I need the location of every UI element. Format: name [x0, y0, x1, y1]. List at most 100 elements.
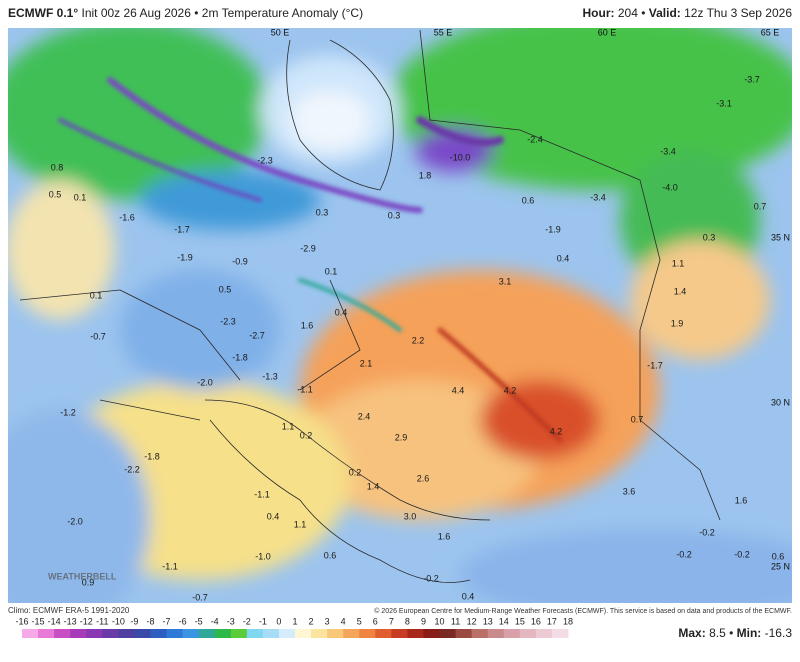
- colorbar-tick: -1: [259, 616, 267, 626]
- anomaly-value: 0.3: [388, 210, 401, 220]
- valid-label: Valid:: [649, 6, 681, 20]
- grid-label: 50 E: [271, 27, 290, 37]
- anomaly-value: 0.2: [300, 430, 313, 440]
- min-label: Min:: [737, 626, 762, 640]
- max-min: Max: 8.5 • Min: -16.3: [678, 626, 792, 640]
- anomaly-value: -10.0: [450, 152, 471, 162]
- colorbar-tick: -4: [211, 616, 219, 626]
- anomaly-value: -0.2: [676, 549, 692, 559]
- colorbar-tick: 4: [341, 616, 346, 626]
- colorbar-tick: -11: [96, 616, 108, 626]
- colorbar-cell: [535, 629, 553, 638]
- separator: •: [729, 626, 733, 640]
- anomaly-value: 0.9: [82, 577, 95, 587]
- anomaly-value: 0.7: [631, 414, 644, 424]
- anomaly-value: -1.6: [119, 212, 135, 222]
- colorbar-tick: 8: [405, 616, 410, 626]
- colorbar-tick: 18: [563, 616, 573, 626]
- colorbar-tick: 13: [483, 616, 493, 626]
- colorbar-tick: -2: [243, 616, 251, 626]
- hour-label: Hour:: [583, 6, 615, 20]
- colorbar-cell: [295, 629, 312, 638]
- anomaly-value: -2.3: [220, 316, 236, 326]
- colorbar-cell: [214, 629, 232, 638]
- colorbar-tick: 1: [292, 616, 297, 626]
- colorbar-cell: [198, 629, 216, 638]
- anomaly-value: 0.6: [324, 550, 337, 560]
- colorbar-cell: [551, 629, 569, 638]
- anomaly-value: 0.3: [316, 207, 329, 217]
- hour: 204: [618, 6, 638, 20]
- colorbar-cell: [150, 629, 168, 638]
- anomaly-value: 0.5: [219, 284, 232, 294]
- climo: Climo: ECMWF ERA-5 1991-2020: [8, 606, 130, 615]
- colorbar-tick: -13: [64, 616, 77, 626]
- colorbar-cell: [262, 629, 280, 638]
- anomaly-value: 0.8: [51, 162, 64, 172]
- colorbar-cell: [407, 629, 424, 638]
- anomaly-value: 1.6: [301, 320, 314, 330]
- colorbar-cell: [246, 629, 264, 638]
- anomaly-value: -1.0: [255, 551, 271, 561]
- anomaly-value: -0.7: [192, 592, 208, 602]
- anomaly-value: 0.1: [74, 192, 87, 202]
- colorbar-cell: [391, 629, 408, 638]
- min: -16.3: [765, 626, 793, 640]
- colorbar-tick: -9: [130, 616, 138, 626]
- anomaly-value: -0.2: [734, 549, 750, 559]
- anomaly-value: 4.2: [550, 426, 563, 436]
- logo: WEATHERBELL: [48, 571, 117, 581]
- anomaly-value: -1.7: [174, 224, 190, 234]
- colorbar-tick: 5: [357, 616, 362, 626]
- grid-label: 30 N: [771, 397, 790, 407]
- anomaly-value: 1.1: [672, 258, 685, 268]
- anomaly-value: 1.8: [419, 170, 432, 180]
- colorbar-cell: [359, 629, 376, 638]
- colorbar-tick: 3: [325, 616, 330, 626]
- anomaly-value: 1.6: [735, 495, 748, 505]
- colorbar-cell: [230, 629, 248, 638]
- colorbar-tick: 11: [451, 616, 460, 626]
- anomaly-value: -0.2: [423, 573, 439, 583]
- colorbar-cell: [519, 629, 537, 638]
- anomaly-value: 1.6: [438, 531, 451, 541]
- colorbar-cell: [134, 629, 151, 638]
- colorbar-tick: 16: [531, 616, 541, 626]
- anomaly-value: -3.1: [716, 98, 732, 108]
- grid-label: 60 E: [598, 27, 617, 37]
- anomaly-value: 1.1: [294, 519, 307, 529]
- colorbar-cell: [439, 629, 457, 638]
- colorbar-tick: -3: [227, 616, 235, 626]
- anomaly-value: -3.4: [590, 192, 606, 202]
- anomaly-value: -2.2: [124, 464, 140, 474]
- anomaly-value: -2.7: [249, 330, 265, 340]
- colorbar-tick: 10: [435, 616, 445, 626]
- anomaly-value: 0.4: [557, 253, 570, 263]
- grid-label: 55 E: [434, 27, 453, 37]
- anomaly-value: 2.2: [412, 335, 425, 345]
- colorbar-tick: -7: [163, 616, 171, 626]
- anomaly-value: 2.6: [417, 473, 430, 483]
- anomaly-value: 0.6: [522, 195, 535, 205]
- colorbar-cell: [22, 629, 39, 638]
- anomaly-value: 0.5: [49, 189, 62, 199]
- colorbar-cell: [311, 629, 328, 638]
- anomaly-value: 1.9: [671, 318, 684, 328]
- header-right: Hour: 204 • Valid: 12z Thu 3 Sep 2026: [583, 6, 793, 20]
- anomaly-value: 0.1: [325, 266, 338, 276]
- anomaly-value: -1.3: [262, 371, 278, 381]
- colorbar-cell: [503, 629, 521, 638]
- anomaly-value: 0.4: [267, 511, 280, 521]
- colorbar-cell: [471, 629, 489, 638]
- anomaly-value: 1.4: [674, 286, 687, 296]
- anomaly-value: 0.6: [772, 551, 785, 561]
- anomaly-value: -1.1: [162, 561, 178, 571]
- anomaly-value: -2.0: [67, 516, 83, 526]
- borders: [19, 29, 721, 583]
- colorbar-tick: -5: [195, 616, 203, 626]
- anomaly-value: 0.7: [754, 201, 767, 211]
- anomaly-value: -3.4: [660, 146, 676, 156]
- colorbar-tick: 7: [389, 616, 394, 626]
